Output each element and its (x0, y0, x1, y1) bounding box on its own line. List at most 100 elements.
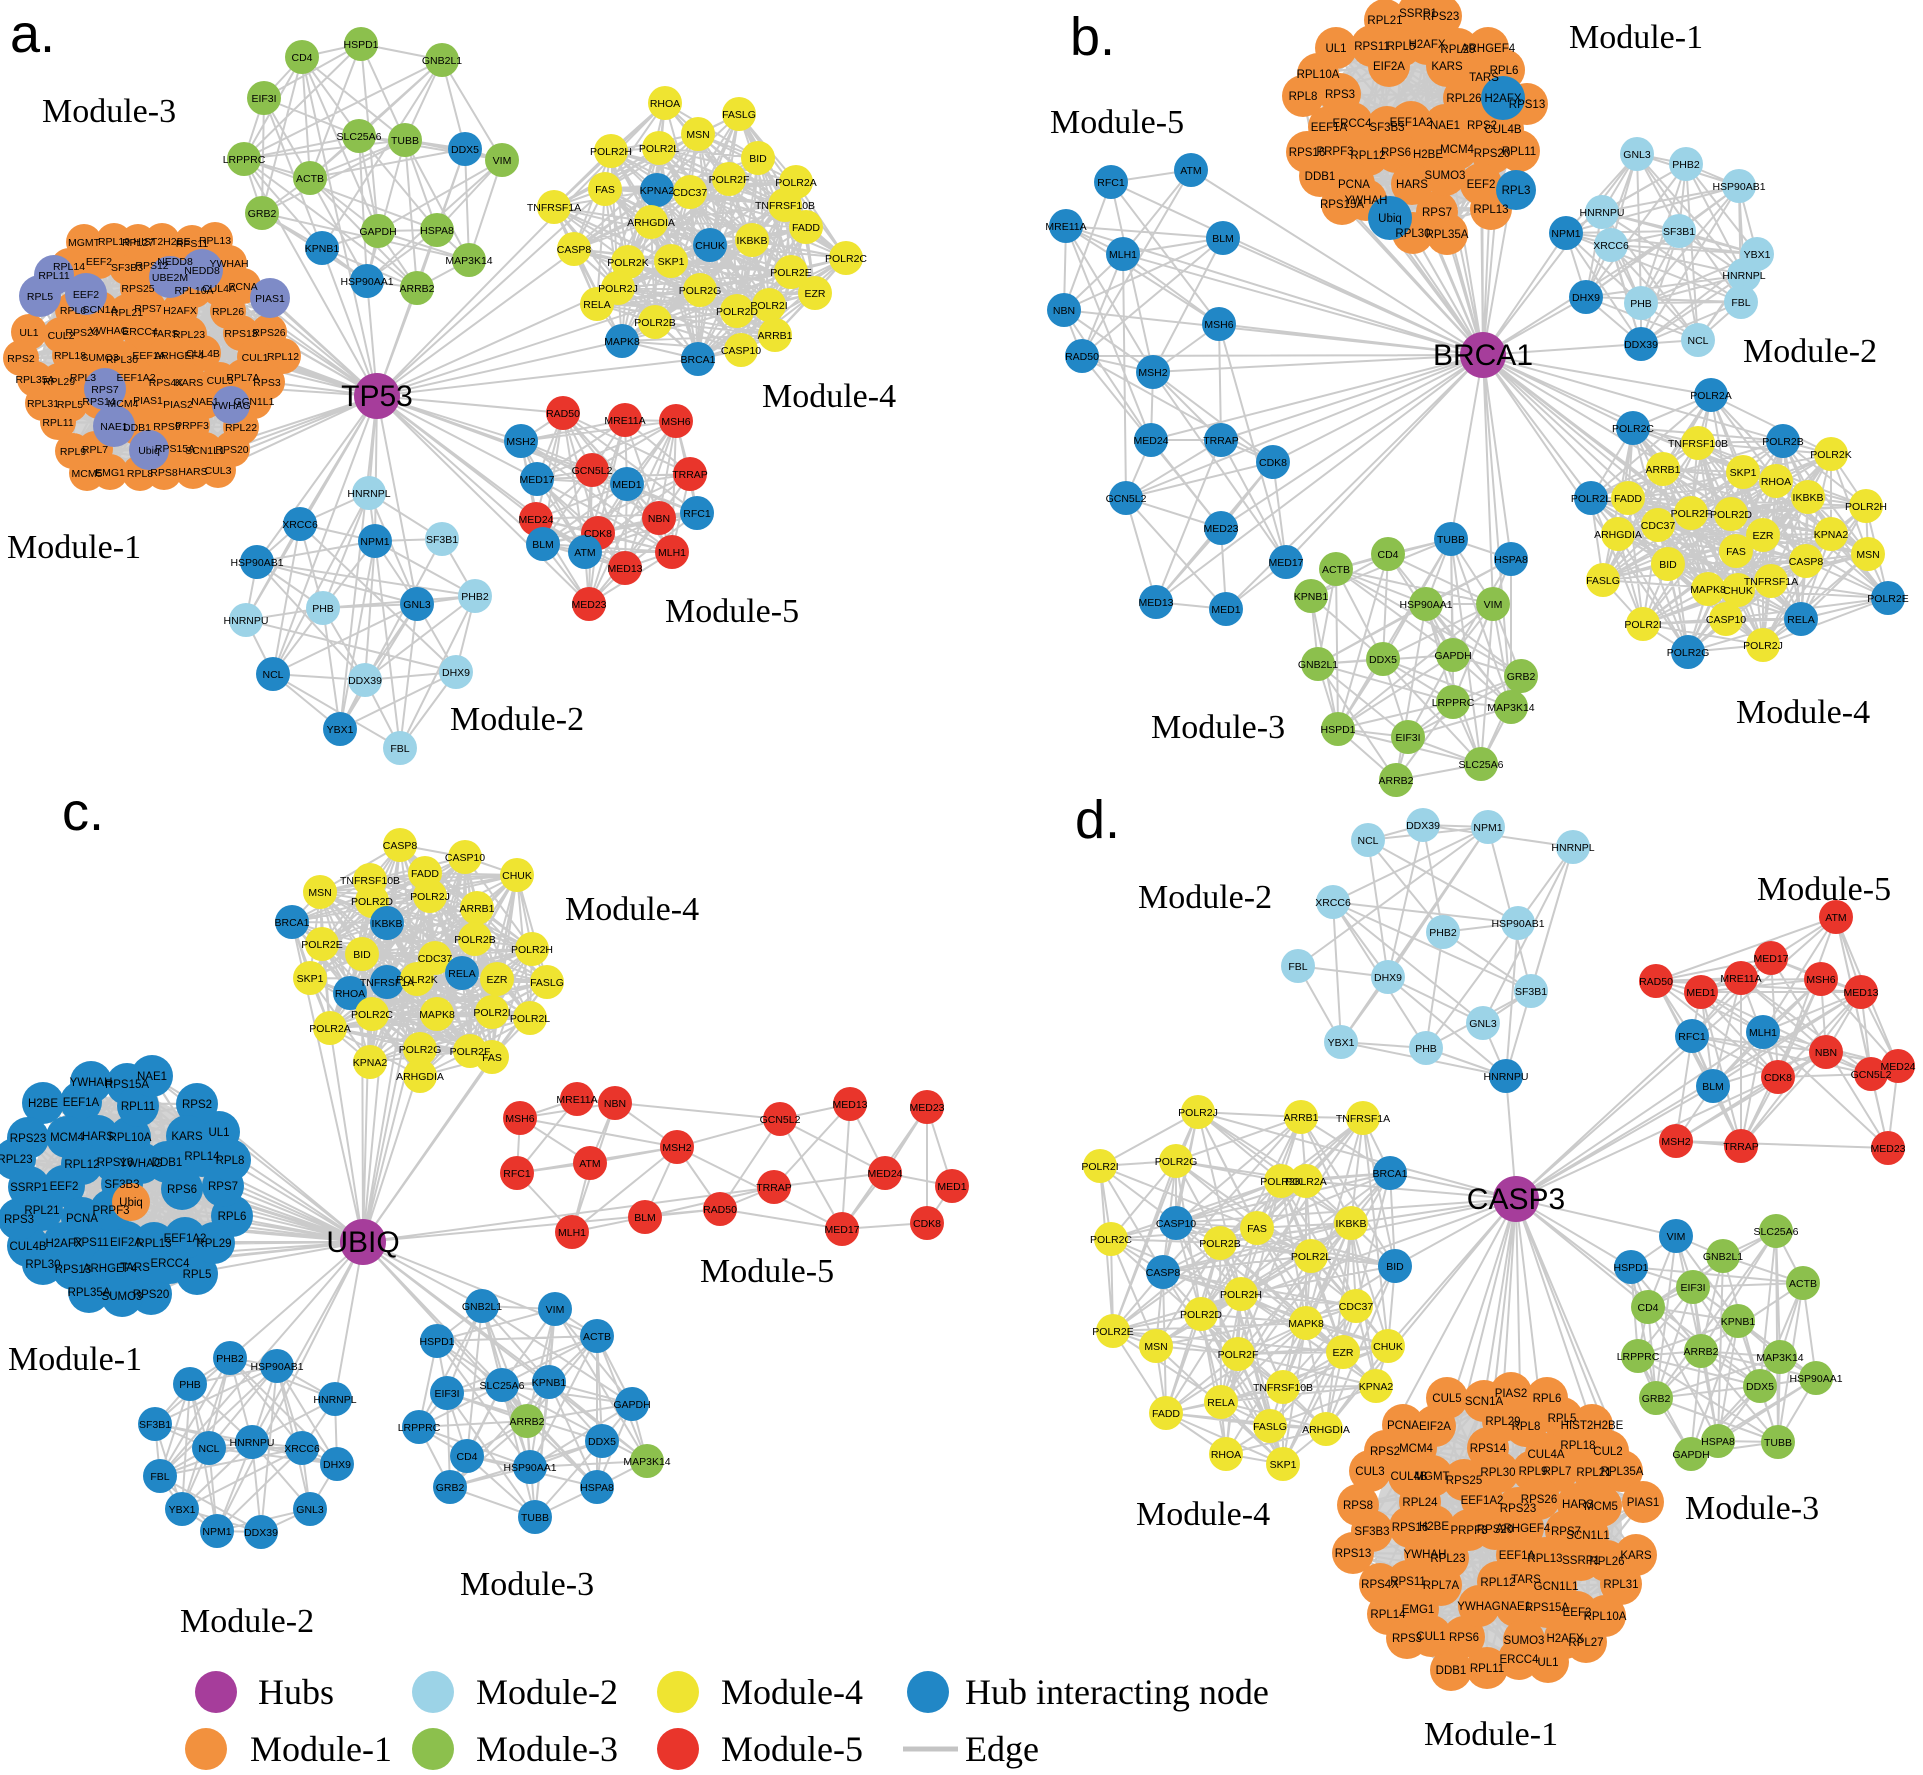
svg-text:PIAS1: PIAS1 (133, 395, 163, 407)
svg-text:RAD50: RAD50 (703, 1204, 737, 1216)
svg-text:FASLG: FASLG (1586, 575, 1620, 587)
svg-text:HNRNPL: HNRNPL (1551, 842, 1594, 854)
svg-text:PRPF3: PRPF3 (92, 1205, 129, 1217)
svg-text:RHOA: RHOA (1211, 1449, 1241, 1461)
svg-text:MLH1: MLH1 (658, 547, 686, 559)
svg-text:BLM: BLM (634, 1212, 656, 1224)
svg-text:POLR2E: POLR2E (1092, 1326, 1133, 1338)
svg-text:RPS2: RPS2 (7, 353, 35, 365)
svg-text:RPS23: RPS23 (1500, 1503, 1536, 1515)
svg-text:EEF1A: EEF1A (132, 350, 165, 362)
svg-text:POLR2B: POLR2B (634, 317, 675, 329)
svg-text:YBX1: YBX1 (1744, 249, 1771, 261)
svg-text:EEF1A: EEF1A (63, 1097, 100, 1109)
svg-text:RPS20: RPS20 (133, 1289, 169, 1301)
svg-text:POLR2C: POLR2C (1090, 1234, 1132, 1246)
svg-text:RPS14: RPS14 (1470, 1443, 1507, 1455)
svg-text:RPL18: RPL18 (1560, 1440, 1595, 1452)
svg-text:MRE11A: MRE11A (604, 415, 645, 427)
svg-text:RPL13: RPL13 (1473, 204, 1508, 216)
svg-text:GAPDH: GAPDH (613, 1399, 650, 1411)
svg-text:CDK8: CDK8 (913, 1218, 941, 1230)
svg-text:HNRNPL: HNRNPL (1722, 270, 1765, 282)
svg-text:FBL: FBL (390, 743, 409, 755)
svg-text:DDB1: DDB1 (1305, 171, 1336, 183)
svg-text:RPS20: RPS20 (215, 444, 248, 456)
svg-text:DDB1: DDB1 (152, 1157, 183, 1169)
svg-text:PCNA: PCNA (1387, 1420, 1419, 1432)
svg-text:RPL7A: RPL7A (226, 372, 259, 384)
svg-text:PHB: PHB (1415, 1043, 1437, 1055)
svg-text:YWHAH: YWHAH (1345, 195, 1388, 207)
svg-text:NBN: NBN (648, 513, 670, 525)
svg-text:Module-2: Module-2 (1138, 879, 1272, 916)
svg-text:RPS7: RPS7 (134, 303, 162, 315)
svg-text:BID: BID (1659, 559, 1677, 571)
svg-text:Module-3: Module-3 (476, 1729, 618, 1769)
svg-text:POLR2E: POLR2E (1867, 593, 1908, 605)
svg-text:UBE2M: UBE2M (152, 272, 188, 284)
svg-text:YBX1: YBX1 (169, 1504, 196, 1516)
svg-text:PCNA: PCNA (66, 1213, 98, 1225)
svg-text:ERCC4: ERCC4 (1500, 1654, 1540, 1666)
svg-text:YWHAG: YWHAG (89, 325, 129, 337)
svg-text:CUL3: CUL3 (1355, 1466, 1384, 1478)
svg-text:RELA: RELA (583, 299, 610, 311)
svg-text:VIM: VIM (546, 1304, 565, 1316)
svg-text:Module-5: Module-5 (1050, 104, 1184, 141)
svg-text:RHOA: RHOA (335, 988, 365, 1000)
svg-text:GNB2L1: GNB2L1 (422, 55, 462, 67)
svg-text:NAE1: NAE1 (137, 1071, 167, 1083)
svg-text:RPL14: RPL14 (1370, 1609, 1406, 1621)
svg-text:MSH2: MSH2 (1661, 1136, 1690, 1148)
svg-text:DDX39: DDX39 (244, 1527, 278, 1539)
svg-text:IKBKB: IKBKB (737, 235, 768, 247)
svg-text:TARS: TARS (1469, 72, 1499, 84)
svg-text:POLR2I: POLR2I (473, 1007, 510, 1019)
svg-text:CUL4B: CUL4B (186, 348, 220, 360)
svg-text:MGMT: MGMT (68, 237, 101, 249)
svg-text:POLR2F: POLR2F (450, 1046, 491, 1058)
svg-text:GRB2: GRB2 (1507, 671, 1536, 683)
svg-text:MLH1: MLH1 (1109, 249, 1137, 261)
svg-text:NEDD8: NEDD8 (157, 256, 193, 268)
svg-text:CUL2: CUL2 (1593, 1446, 1622, 1458)
svg-text:RPL5: RPL5 (183, 1269, 212, 1281)
svg-text:BID: BID (1386, 1261, 1404, 1273)
svg-text:POLR2K: POLR2K (1260, 1176, 1301, 1188)
svg-text:RPL19: RPL19 (98, 236, 130, 248)
svg-text:a.: a. (10, 4, 55, 64)
svg-text:POLR2L: POLR2L (1571, 493, 1611, 505)
svg-text:Module-4: Module-4 (565, 891, 699, 928)
svg-text:ARRB1: ARRB1 (757, 330, 792, 342)
svg-text:RPS11: RPS11 (1354, 41, 1390, 53)
svg-text:SCN1L1: SCN1L1 (185, 445, 225, 457)
svg-text:RPL5: RPL5 (1387, 41, 1416, 53)
svg-text:RPL11: RPL11 (1470, 1663, 1504, 1675)
svg-text:BRCA1: BRCA1 (1433, 339, 1533, 372)
svg-text:POLR2H: POLR2H (1845, 501, 1887, 513)
svg-text:BRCA1: BRCA1 (680, 354, 715, 366)
svg-text:RPL14: RPL14 (184, 1151, 220, 1163)
svg-text:RPL12: RPL12 (64, 1159, 99, 1171)
svg-text:EZR: EZR (805, 288, 826, 300)
svg-text:RELA: RELA (1787, 614, 1814, 626)
svg-text:KARS: KARS (171, 1131, 203, 1143)
svg-text:MED13: MED13 (1138, 597, 1173, 609)
svg-text:MAP3K14: MAP3K14 (623, 1456, 670, 1468)
svg-text:GRB2: GRB2 (248, 208, 277, 220)
svg-text:CDC37: CDC37 (418, 953, 453, 965)
svg-text:EIF3I: EIF3I (434, 1388, 459, 1400)
svg-text:MLH1: MLH1 (1749, 1027, 1777, 1039)
svg-text:YBX1: YBX1 (1328, 1037, 1355, 1049)
svg-text:H2BE: H2BE (1419, 1521, 1449, 1533)
svg-text:POLR2A: POLR2A (1690, 390, 1731, 402)
svg-text:Module-2: Module-2 (450, 701, 584, 738)
svg-text:BRCA1: BRCA1 (274, 917, 309, 929)
svg-text:EEF1A: EEF1A (1499, 1550, 1536, 1562)
svg-text:RPS20: RPS20 (1477, 1524, 1513, 1536)
svg-text:GNB2L1: GNB2L1 (1703, 1251, 1743, 1263)
svg-text:XRCC6: XRCC6 (1315, 897, 1351, 909)
svg-text:POLR2H: POLR2H (590, 146, 632, 158)
svg-text:RPS6: RPS6 (167, 1184, 197, 1196)
